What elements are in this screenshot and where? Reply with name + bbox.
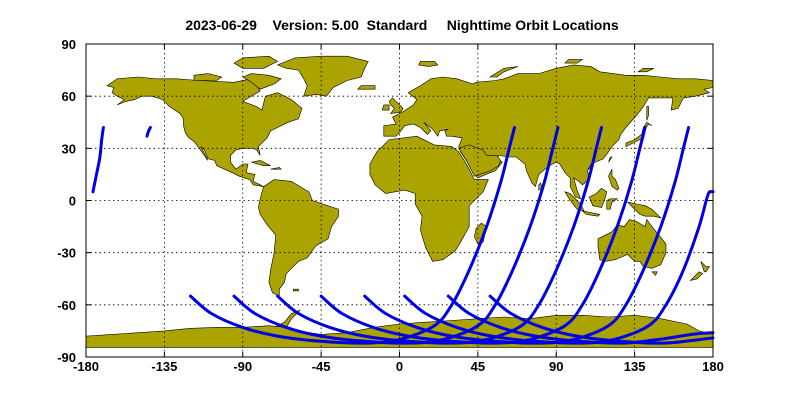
- land-great-britain: [388, 97, 404, 115]
- y-tick-label: 30: [62, 141, 76, 156]
- land-south-america: [258, 179, 339, 297]
- land-java: [581, 210, 601, 217]
- land-ellesmere-island: [233, 55, 279, 69]
- land-ireland: [381, 104, 390, 111]
- land-borneo: [588, 187, 608, 208]
- orbit-track-6: [319, 126, 647, 345]
- y-tick-label: -30: [57, 246, 76, 261]
- x-tick-label: 135: [624, 359, 646, 374]
- y-tick-label: 90: [62, 37, 76, 52]
- land-greenland: [276, 55, 369, 97]
- land-hispaniola: [270, 167, 282, 170]
- x-tick-label: 180: [702, 359, 724, 374]
- land-tasmania: [651, 271, 658, 276]
- x-tick-label: -90: [233, 359, 252, 374]
- orbit-track-7: [363, 126, 691, 345]
- y-tick-label: -90: [57, 350, 76, 365]
- land-iceland: [356, 85, 376, 90]
- x-tick-label: 0: [396, 359, 403, 374]
- map-title: 2023-06-29 Version: 5.00 Standard Nightt…: [185, 17, 619, 33]
- y-axis: 90 60 30 0 -30 -60 -90: [57, 37, 713, 365]
- y-tick-label: -60: [57, 298, 76, 313]
- land-sulawesi: [606, 198, 619, 210]
- x-axis: -180 -135 -90 -45 0 45 90 135 180: [73, 44, 724, 374]
- land-north-america: [106, 76, 303, 187]
- land-new-siberian-islands: [637, 68, 654, 73]
- x-tick-label: -180: [73, 359, 99, 374]
- land-severnaya-zemlya: [564, 59, 584, 64]
- land-sakhalin: [646, 106, 649, 121]
- land-new-guinea: [626, 201, 662, 219]
- orbit-track-5: [276, 126, 603, 345]
- land-new-zealand-south: [689, 271, 704, 282]
- x-tick-label: -45: [312, 359, 331, 374]
- land-novaya-zemlya: [489, 66, 519, 78]
- land-philippines: [608, 169, 620, 191]
- orbit-track-4: [232, 126, 560, 345]
- land-cuba: [251, 160, 271, 166]
- land-africa: [369, 135, 489, 262]
- orbit-track-10: [488, 294, 715, 345]
- x-tick-label: 45: [471, 359, 485, 374]
- land-taiwan: [608, 156, 613, 163]
- y-tick-label: 0: [69, 194, 76, 209]
- orbit-track-9: [446, 294, 715, 345]
- map-plot-area: [85, 43, 715, 358]
- land-falkland-islands: [292, 288, 299, 292]
- land-baffin-island: [242, 73, 282, 90]
- land-svalbard: [418, 61, 439, 67]
- graticule: [86, 44, 713, 357]
- orbit-track-1: [91, 126, 105, 194]
- orbit-track-3: [189, 126, 516, 345]
- land-victoria-island: [193, 73, 223, 81]
- x-tick-label: 90: [549, 359, 563, 374]
- x-tick-label: -135: [151, 359, 177, 374]
- orbit-tracks-layer: [91, 126, 715, 345]
- land-new-zealand-north: [700, 261, 711, 273]
- y-tick-label: 60: [62, 89, 76, 104]
- orbit-track-2: [145, 126, 152, 138]
- orbit-track-8: [403, 190, 715, 345]
